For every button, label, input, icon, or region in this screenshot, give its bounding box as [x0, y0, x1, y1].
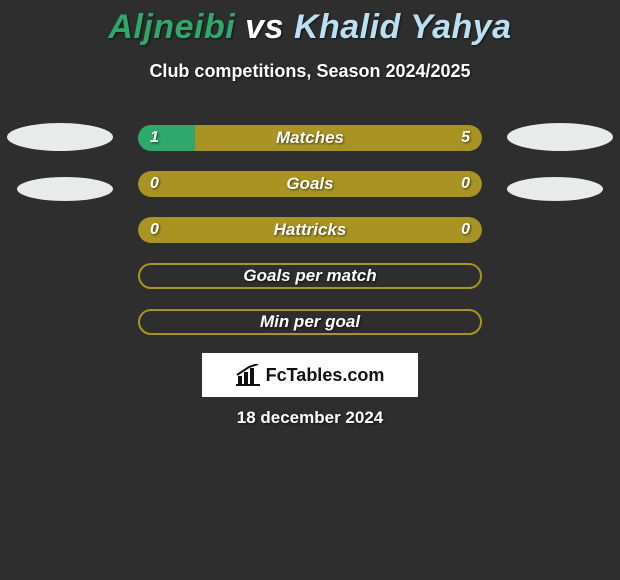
- comparison-title: Aljneibi vs Khalid Yahya: [0, 0, 620, 47]
- player2-name: Khalid Yahya: [294, 8, 512, 46]
- stat-value-left: 1: [150, 125, 159, 151]
- stat-label: Hattricks: [138, 217, 482, 243]
- right-player-badge: [507, 123, 613, 151]
- stat-value-left: 0: [150, 171, 159, 197]
- right-player-badge: [507, 177, 603, 201]
- stat-label: Goals per match: [140, 265, 480, 287]
- brand-logo[interactable]: FcTables.com: [202, 353, 418, 397]
- stat-row: Hattricks0 0: [138, 217, 482, 243]
- stat-label: Goals: [138, 171, 482, 197]
- stat-row: Goals per match: [138, 263, 482, 289]
- stat-row: Goals0 0: [138, 171, 482, 197]
- vs-text: vs: [245, 8, 284, 46]
- player1-name: Aljneibi: [108, 8, 235, 46]
- left-player-badge: [17, 177, 113, 201]
- subtitle: Club competitions, Season 2024/2025: [0, 61, 620, 82]
- stat-value-right: 0: [461, 171, 470, 197]
- brand-text: FcTables.com: [266, 365, 385, 386]
- date-text: 18 december 2024: [0, 408, 620, 428]
- stat-row: Matches1 5: [138, 125, 482, 151]
- stat-label: Min per goal: [140, 311, 480, 333]
- stat-row: Min per goal: [138, 309, 482, 335]
- stats-area: Matches15Goals00Hattricks00Goals per mat…: [138, 125, 482, 355]
- stat-label: Matches: [138, 125, 482, 151]
- chart-icon: [236, 364, 260, 386]
- stat-value-left: 0: [150, 217, 159, 243]
- stat-value-right: 0: [461, 217, 470, 243]
- left-player-badge: [7, 123, 113, 151]
- stat-value-right: 5: [461, 125, 470, 151]
